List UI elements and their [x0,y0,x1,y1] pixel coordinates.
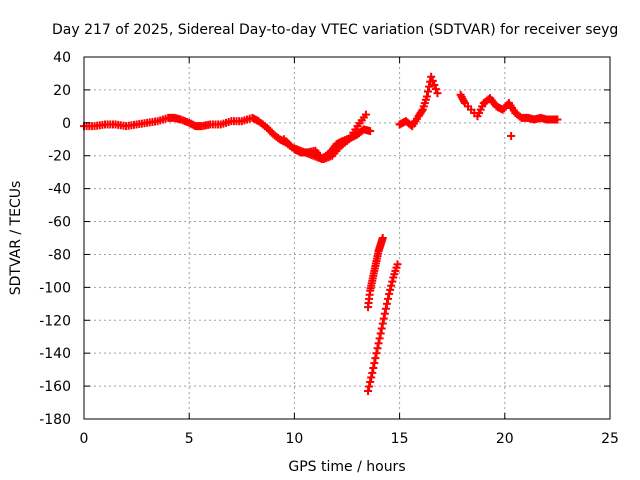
data-point [424,87,433,96]
data-point [378,234,387,242]
y-tick-label: 20 [53,83,71,99]
y-tick-label: -40 [48,182,71,198]
data-point [367,373,376,382]
data-point [393,260,402,269]
grid [84,57,610,419]
data-point [427,72,436,81]
y-tick-label: -20 [48,149,71,165]
data-point [366,377,375,386]
data-series [80,72,562,396]
data-point [381,304,390,313]
data-point [431,85,440,94]
x-tick-label: 10 [285,431,303,447]
data-point [378,319,387,328]
data-point [366,127,375,136]
data-point [377,324,386,333]
data-point [376,329,385,338]
x-tick-label: 5 [185,431,194,447]
data-point [417,107,426,116]
chart-title: Day 217 of 2025, Sidereal Day-to-day VTE… [52,22,618,38]
data-point [385,289,394,298]
data-point [553,115,562,124]
data-point [386,285,395,294]
y-tick-label: -60 [48,215,71,231]
y-tick-label: -120 [39,313,71,329]
x-axis-label: GPS time / hours [288,459,405,475]
data-point [374,339,383,348]
y-tick-label: 40 [53,50,71,66]
data-point [425,82,434,91]
data-point [387,281,396,290]
data-point [371,354,380,363]
data-point [375,334,384,343]
y-tick-label: -100 [39,280,71,296]
plot-frame [83,56,611,420]
data-point [370,359,379,368]
data-point [384,294,393,303]
data-point [365,382,374,391]
y-axis-label: SDTVAR / TECUs [8,181,24,296]
data-point [361,110,370,119]
data-point [369,363,378,372]
data-point [382,299,391,308]
axis-ticks: 0 5 10 15 20 25 40 20 0 -20 -40 -60 -80 -100 -120 -140 -… [39,50,619,447]
x-tick-label: 15 [391,431,409,447]
x-tick-label: 20 [496,431,514,447]
y-tick-label: -80 [48,247,71,263]
data-point [380,309,389,318]
data-point [422,92,431,101]
data-point [373,344,382,353]
x-tick-label: 25 [601,431,619,447]
y-tick-label: -180 [39,412,71,428]
y-tick-label: 0 [62,116,71,132]
data-point [368,368,377,377]
data-point [372,349,381,358]
y-tick-label: -160 [39,379,71,395]
data-point [433,89,442,98]
data-point [430,80,439,89]
data-point [379,314,388,323]
data-point [507,131,516,140]
data-point [428,76,437,85]
y-tick-label: -140 [39,346,71,362]
data-point [364,387,373,396]
x-tick-label: 0 [80,431,89,447]
data-point [388,277,397,286]
